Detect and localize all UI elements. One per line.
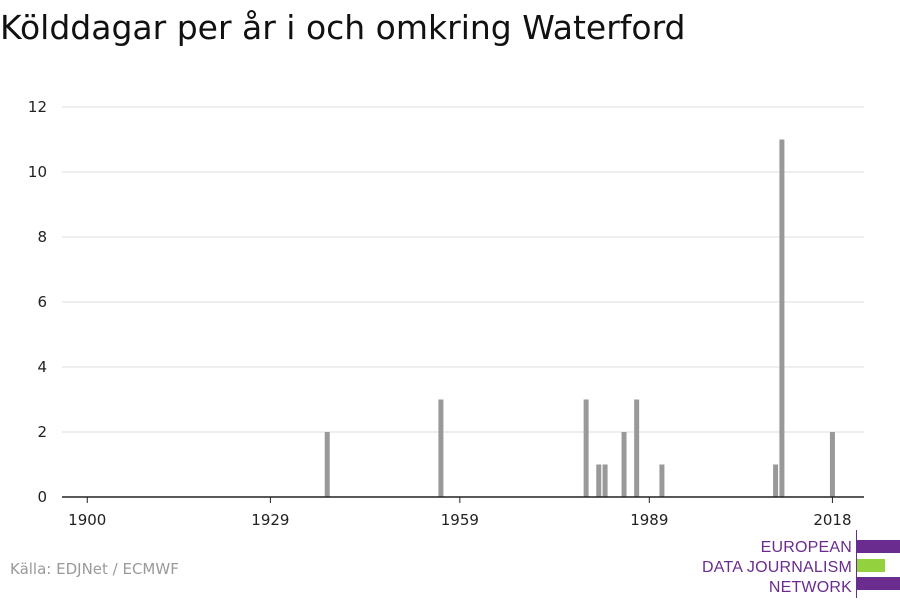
x-tick-label: 1989	[630, 511, 668, 529]
bar	[438, 399, 444, 497]
logo-bar-purple-top	[857, 540, 900, 553]
logo-line-2: DATA JOURNALISM	[702, 559, 852, 576]
y-tick-label: 12	[28, 98, 47, 116]
y-tick-label: 0	[37, 488, 47, 506]
x-tick-label: 1929	[251, 511, 289, 529]
bar	[773, 464, 779, 497]
bar	[324, 432, 330, 497]
bar	[583, 399, 589, 497]
gridlines	[62, 106, 864, 433]
x-tick-label: 1959	[441, 511, 479, 529]
logo-line-3: NETWORK	[768, 579, 852, 596]
bars	[324, 139, 835, 497]
edjnet-logo: EUROPEAN DATA JOURNALISM NETWORK	[700, 530, 900, 598]
bar	[621, 432, 627, 497]
logo-text: EUROPEAN DATA JOURNALISM NETWORK	[702, 538, 852, 598]
source-note: Källa: EDJNet / ECMWF	[10, 560, 179, 578]
logo-divider	[856, 530, 857, 598]
y-tick-label: 8	[37, 228, 47, 246]
logo-bar-green	[857, 559, 885, 572]
y-tick-label: 4	[37, 358, 47, 376]
y-tick-label: 6	[37, 293, 47, 311]
logo-line-1: EUROPEAN	[760, 539, 852, 556]
bar	[634, 399, 640, 497]
y-axis-ticks: 0 2 4 6 8 10 12	[28, 98, 47, 506]
logo-bar-purple-bottom	[857, 577, 900, 590]
bar	[829, 432, 835, 497]
bar	[602, 464, 608, 497]
bar	[659, 464, 665, 497]
chart-title: Kölddagar per år i och omkring Waterford	[0, 8, 686, 47]
x-tick-label: 2018	[813, 511, 851, 529]
x-axis-ticks: 1900 1929 1959 1989 2018	[68, 497, 852, 529]
x-tick-label: 1900	[68, 511, 106, 529]
y-tick-label: 2	[37, 423, 47, 441]
y-tick-label: 10	[28, 163, 47, 181]
bar	[779, 139, 785, 497]
bar	[596, 464, 602, 497]
